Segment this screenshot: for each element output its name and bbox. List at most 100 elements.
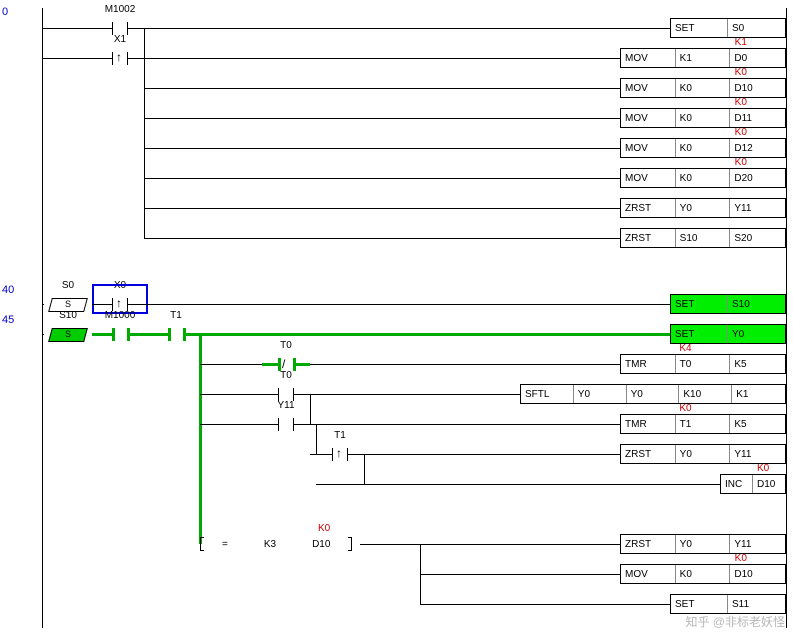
output-cell: MOV	[621, 49, 676, 67]
output-cell: ZRST	[621, 229, 676, 247]
output-cell: S10	[728, 295, 785, 313]
contact-m1000[interactable]: M1000	[96, 312, 144, 344]
rung-number: 40	[2, 284, 14, 296]
output-mov[interactable]: MOVK0D10	[620, 78, 786, 98]
output-cell: MOV	[621, 79, 676, 97]
compare-instruction[interactable]: =K3D10	[200, 534, 352, 554]
contact-t1[interactable]: T1	[152, 312, 200, 344]
output-cell: MOV	[621, 169, 676, 187]
wire	[144, 238, 620, 239]
step-label: S0	[44, 280, 92, 291]
output-mov[interactable]: MOVK0D12	[620, 138, 786, 158]
output-cell: SET	[671, 595, 728, 613]
monitor-value: K0	[735, 67, 747, 78]
monitor-value: K0	[757, 463, 769, 474]
contact-label: T1	[316, 430, 364, 441]
output-cell: D10	[730, 79, 785, 97]
contact-x1[interactable]: X1↑	[96, 36, 144, 68]
wire	[316, 484, 364, 485]
compare-b: D10	[294, 539, 348, 550]
contact-label: T0	[262, 370, 310, 381]
rung-number: 0	[2, 6, 8, 18]
output-mov[interactable]: MOVK0D20	[620, 168, 786, 188]
output-cell: T0	[676, 355, 731, 373]
output-cell: Y0	[627, 385, 680, 403]
wire	[200, 364, 262, 365]
output-cell: S10	[676, 229, 731, 247]
output-zrst[interactable]: ZRSTY0Y11	[620, 198, 786, 218]
output-cell: K0	[676, 139, 731, 157]
output-cell: K10	[679, 385, 732, 403]
wire	[364, 454, 620, 455]
monitor-value: K1	[735, 37, 747, 48]
output-cell: Y0	[574, 385, 627, 403]
output-tmr[interactable]: TMRT0K5	[620, 354, 786, 374]
output-cell: S0	[728, 19, 785, 37]
output-cell: D20	[730, 169, 785, 187]
output-cell: SET	[671, 325, 728, 343]
monitor-value: K0	[679, 403, 691, 414]
right-rail	[786, 8, 787, 628]
output-cell: MOV	[621, 109, 676, 127]
output-cell: ZRST	[621, 199, 676, 217]
wire	[310, 394, 311, 424]
wire	[144, 28, 670, 29]
output-mov[interactable]: MOVK0D11	[620, 108, 786, 128]
output-cell: S20	[730, 229, 785, 247]
wire	[200, 394, 262, 395]
output-set[interactable]: SETY0	[670, 324, 786, 344]
wire	[199, 334, 202, 544]
wire	[364, 484, 720, 485]
step-s10[interactable]: S10S	[44, 312, 92, 344]
contact-label: M1002	[96, 4, 144, 15]
wire	[92, 304, 96, 305]
wire	[144, 28, 145, 58]
output-tmr[interactable]: TMRT1K5	[620, 414, 786, 434]
output-set[interactable]: SETS0	[670, 18, 786, 38]
monitor-value: K0	[735, 157, 747, 168]
output-cell: K1	[732, 385, 785, 403]
output-set[interactable]: SETS11	[670, 594, 786, 614]
contact-label: Y11	[262, 400, 310, 411]
wire	[144, 58, 620, 59]
wire	[144, 118, 620, 119]
contact-label: X1	[96, 34, 144, 45]
compare-op: =	[204, 539, 246, 550]
left-rail	[42, 8, 43, 628]
output-inc[interactable]: INCD10	[720, 474, 786, 494]
wire	[420, 604, 670, 605]
output-cell: INC	[721, 475, 753, 493]
output-sftl[interactable]: SFTLY0Y0K10K1	[520, 384, 786, 404]
step-letter: S	[44, 299, 92, 309]
output-cell: K0	[676, 109, 731, 127]
output-cell: MOV	[621, 565, 676, 583]
output-zrst[interactable]: ZRSTY0Y11	[620, 444, 786, 464]
wire	[144, 88, 620, 89]
output-cell: D10	[753, 475, 785, 493]
output-zrst[interactable]: ZRSTY0Y11	[620, 534, 786, 554]
monitor-value: K4	[679, 343, 691, 354]
output-cell: ZRST	[621, 535, 676, 553]
wire	[200, 333, 670, 336]
rung-number: 45	[2, 314, 14, 326]
wire	[42, 304, 44, 305]
wire	[144, 178, 620, 179]
wire	[144, 304, 670, 305]
contact-t1[interactable]: T1↑	[316, 432, 364, 464]
output-set[interactable]: SETS10	[670, 294, 786, 314]
compare-a: K3	[246, 539, 294, 550]
watermark: 知乎 @非标老妖怪	[685, 613, 785, 630]
output-cell: Y11	[730, 199, 785, 217]
wire	[310, 364, 620, 365]
wire	[310, 454, 316, 455]
monitor-value: K0	[735, 127, 747, 138]
step-label: S10	[44, 310, 92, 321]
contact-y11[interactable]: Y11	[262, 402, 310, 434]
output-mov[interactable]: MOVK0D10	[620, 564, 786, 584]
output-zrst[interactable]: ZRSTS10S20	[620, 228, 786, 248]
monitor-value: K0	[318, 523, 330, 534]
wire	[92, 333, 96, 336]
output-cell: K1	[676, 49, 731, 67]
output-cell: D0	[730, 49, 785, 67]
output-mov[interactable]: MOVK1D0	[620, 48, 786, 68]
